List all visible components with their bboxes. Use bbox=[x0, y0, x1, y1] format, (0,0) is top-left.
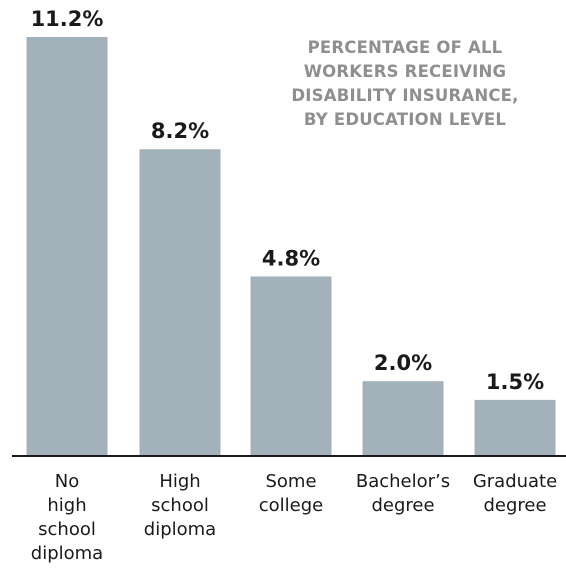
bar-1 bbox=[139, 149, 221, 456]
category-label: High bbox=[159, 471, 200, 492]
chart-title-line: BY EDUCATION LEVEL bbox=[303, 110, 507, 129]
bar-value-label: 4.8% bbox=[262, 246, 320, 270]
chart-title-line: PERCENTAGE OF ALL bbox=[307, 38, 503, 57]
category-labels-group: No high school diploma High school diploma Some… bbox=[31, 471, 557, 564]
bar-2 bbox=[250, 276, 332, 456]
bar-value-label: 1.5% bbox=[486, 370, 544, 394]
value-labels-group: 11.2% 8.2% 4.8% 2.0% 1.5% bbox=[31, 7, 545, 394]
category-label: school bbox=[38, 519, 96, 540]
category-label: Some bbox=[265, 471, 316, 492]
chart-title-line: WORKERS RECEIVING bbox=[303, 62, 507, 81]
category-label: high bbox=[47, 495, 86, 516]
category-label: No bbox=[55, 471, 79, 492]
bars-group bbox=[26, 37, 556, 456]
category-label: college bbox=[259, 495, 324, 516]
bar-0 bbox=[26, 37, 108, 456]
bar-value-label: 11.2% bbox=[31, 7, 104, 31]
category-label: degree bbox=[371, 495, 434, 516]
bar-3 bbox=[362, 381, 444, 456]
bar-4 bbox=[474, 399, 556, 456]
chart-title-line: DISABILITY INSURANCE, bbox=[291, 86, 519, 105]
bar-value-label: 8.2% bbox=[151, 119, 209, 143]
category-label: diploma bbox=[31, 543, 103, 564]
category-label: Bachelor’s bbox=[356, 471, 450, 492]
bar-value-label: 2.0% bbox=[374, 351, 432, 375]
category-label: Graduate bbox=[473, 471, 557, 492]
category-label: diploma bbox=[144, 519, 216, 540]
category-label: school bbox=[151, 495, 209, 516]
category-label: degree bbox=[483, 495, 546, 516]
chart-title: PERCENTAGE OF ALL WORKERS RECEIVING DISA… bbox=[270, 36, 540, 132]
